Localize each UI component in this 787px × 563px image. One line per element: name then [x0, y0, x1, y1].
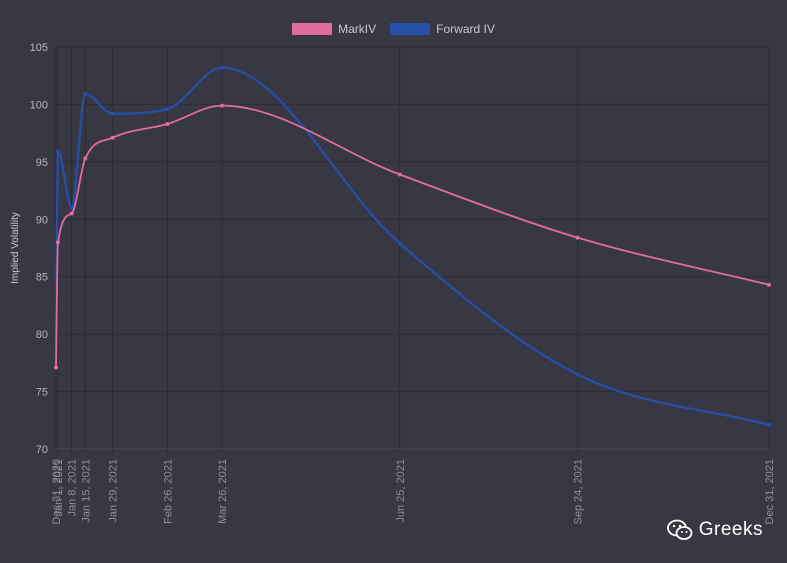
legend-swatch	[292, 23, 333, 35]
x-tick-label: Jan 1, 2021	[53, 459, 65, 517]
data-point[interactable]	[767, 422, 771, 427]
series-line-markiv	[55, 104, 770, 368]
x-tick-label: Jun 25, 2021	[395, 459, 407, 523]
x-tick-label: Jan 15, 2021	[80, 459, 92, 523]
data-point[interactable]	[54, 365, 58, 370]
y-tick-label: 100	[30, 99, 48, 111]
data-point[interactable]	[69, 205, 74, 210]
x-tick-label: Jan 8, 2021	[67, 459, 79, 517]
legend-label: MarkIV	[338, 22, 377, 36]
y-axis-label: Implied Volatility	[10, 212, 21, 284]
data-point[interactable]	[220, 103, 225, 108]
y-tick-label: 75	[36, 387, 48, 399]
data-point[interactable]	[575, 235, 580, 240]
data-point[interactable]	[55, 149, 60, 154]
x-tick-label: Dec 31, 2020	[51, 459, 63, 524]
data-point[interactable]	[575, 372, 580, 377]
legend: MarkIV Forward IV	[0, 22, 787, 36]
data-point[interactable]	[165, 107, 170, 112]
watermark-text: Greeks	[698, 519, 763, 540]
data-point[interactable]	[397, 172, 402, 177]
y-tick-label: 95	[36, 157, 48, 169]
wechat-icon	[666, 519, 693, 540]
data-point[interactable]	[55, 240, 60, 245]
y-axis: 70 75 80 85 90 95 100 105	[30, 42, 48, 456]
y-tick-label: 90	[36, 214, 48, 226]
x-tick-label: Sep 24, 2021	[573, 459, 585, 524]
x-tick-label: Dec 31, 2021	[764, 459, 776, 524]
legend-item-markiv[interactable]: MarkIV	[292, 22, 376, 36]
data-point[interactable]	[110, 135, 115, 140]
x-tick-label: Jan 29, 2021	[108, 459, 120, 523]
watermark: Greeks	[666, 519, 763, 541]
y-tick-label: 105	[30, 42, 48, 54]
series-group	[54, 65, 771, 427]
y-tick-label: 70	[36, 444, 48, 456]
x-tick-label: Mar 26, 2021	[217, 459, 229, 524]
legend-label: Forward IV	[436, 22, 495, 36]
data-point[interactable]	[397, 241, 402, 246]
data-point[interactable]	[83, 92, 88, 97]
y-tick-label: 80	[36, 329, 48, 341]
data-point[interactable]	[110, 111, 115, 116]
data-point[interactable]	[165, 121, 170, 126]
x-tick-label: Feb 26, 2021	[162, 459, 174, 524]
data-point[interactable]	[220, 65, 225, 70]
legend-swatch	[390, 23, 431, 35]
data-point[interactable]	[69, 211, 74, 216]
grid	[55, 46, 770, 453]
data-point[interactable]	[767, 282, 771, 287]
data-point[interactable]	[83, 156, 88, 161]
series-line-forward-iv	[54, 66, 770, 426]
y-tick-label: 85	[36, 272, 48, 284]
legend-item-forward-iv[interactable]: Forward IV	[390, 22, 495, 36]
